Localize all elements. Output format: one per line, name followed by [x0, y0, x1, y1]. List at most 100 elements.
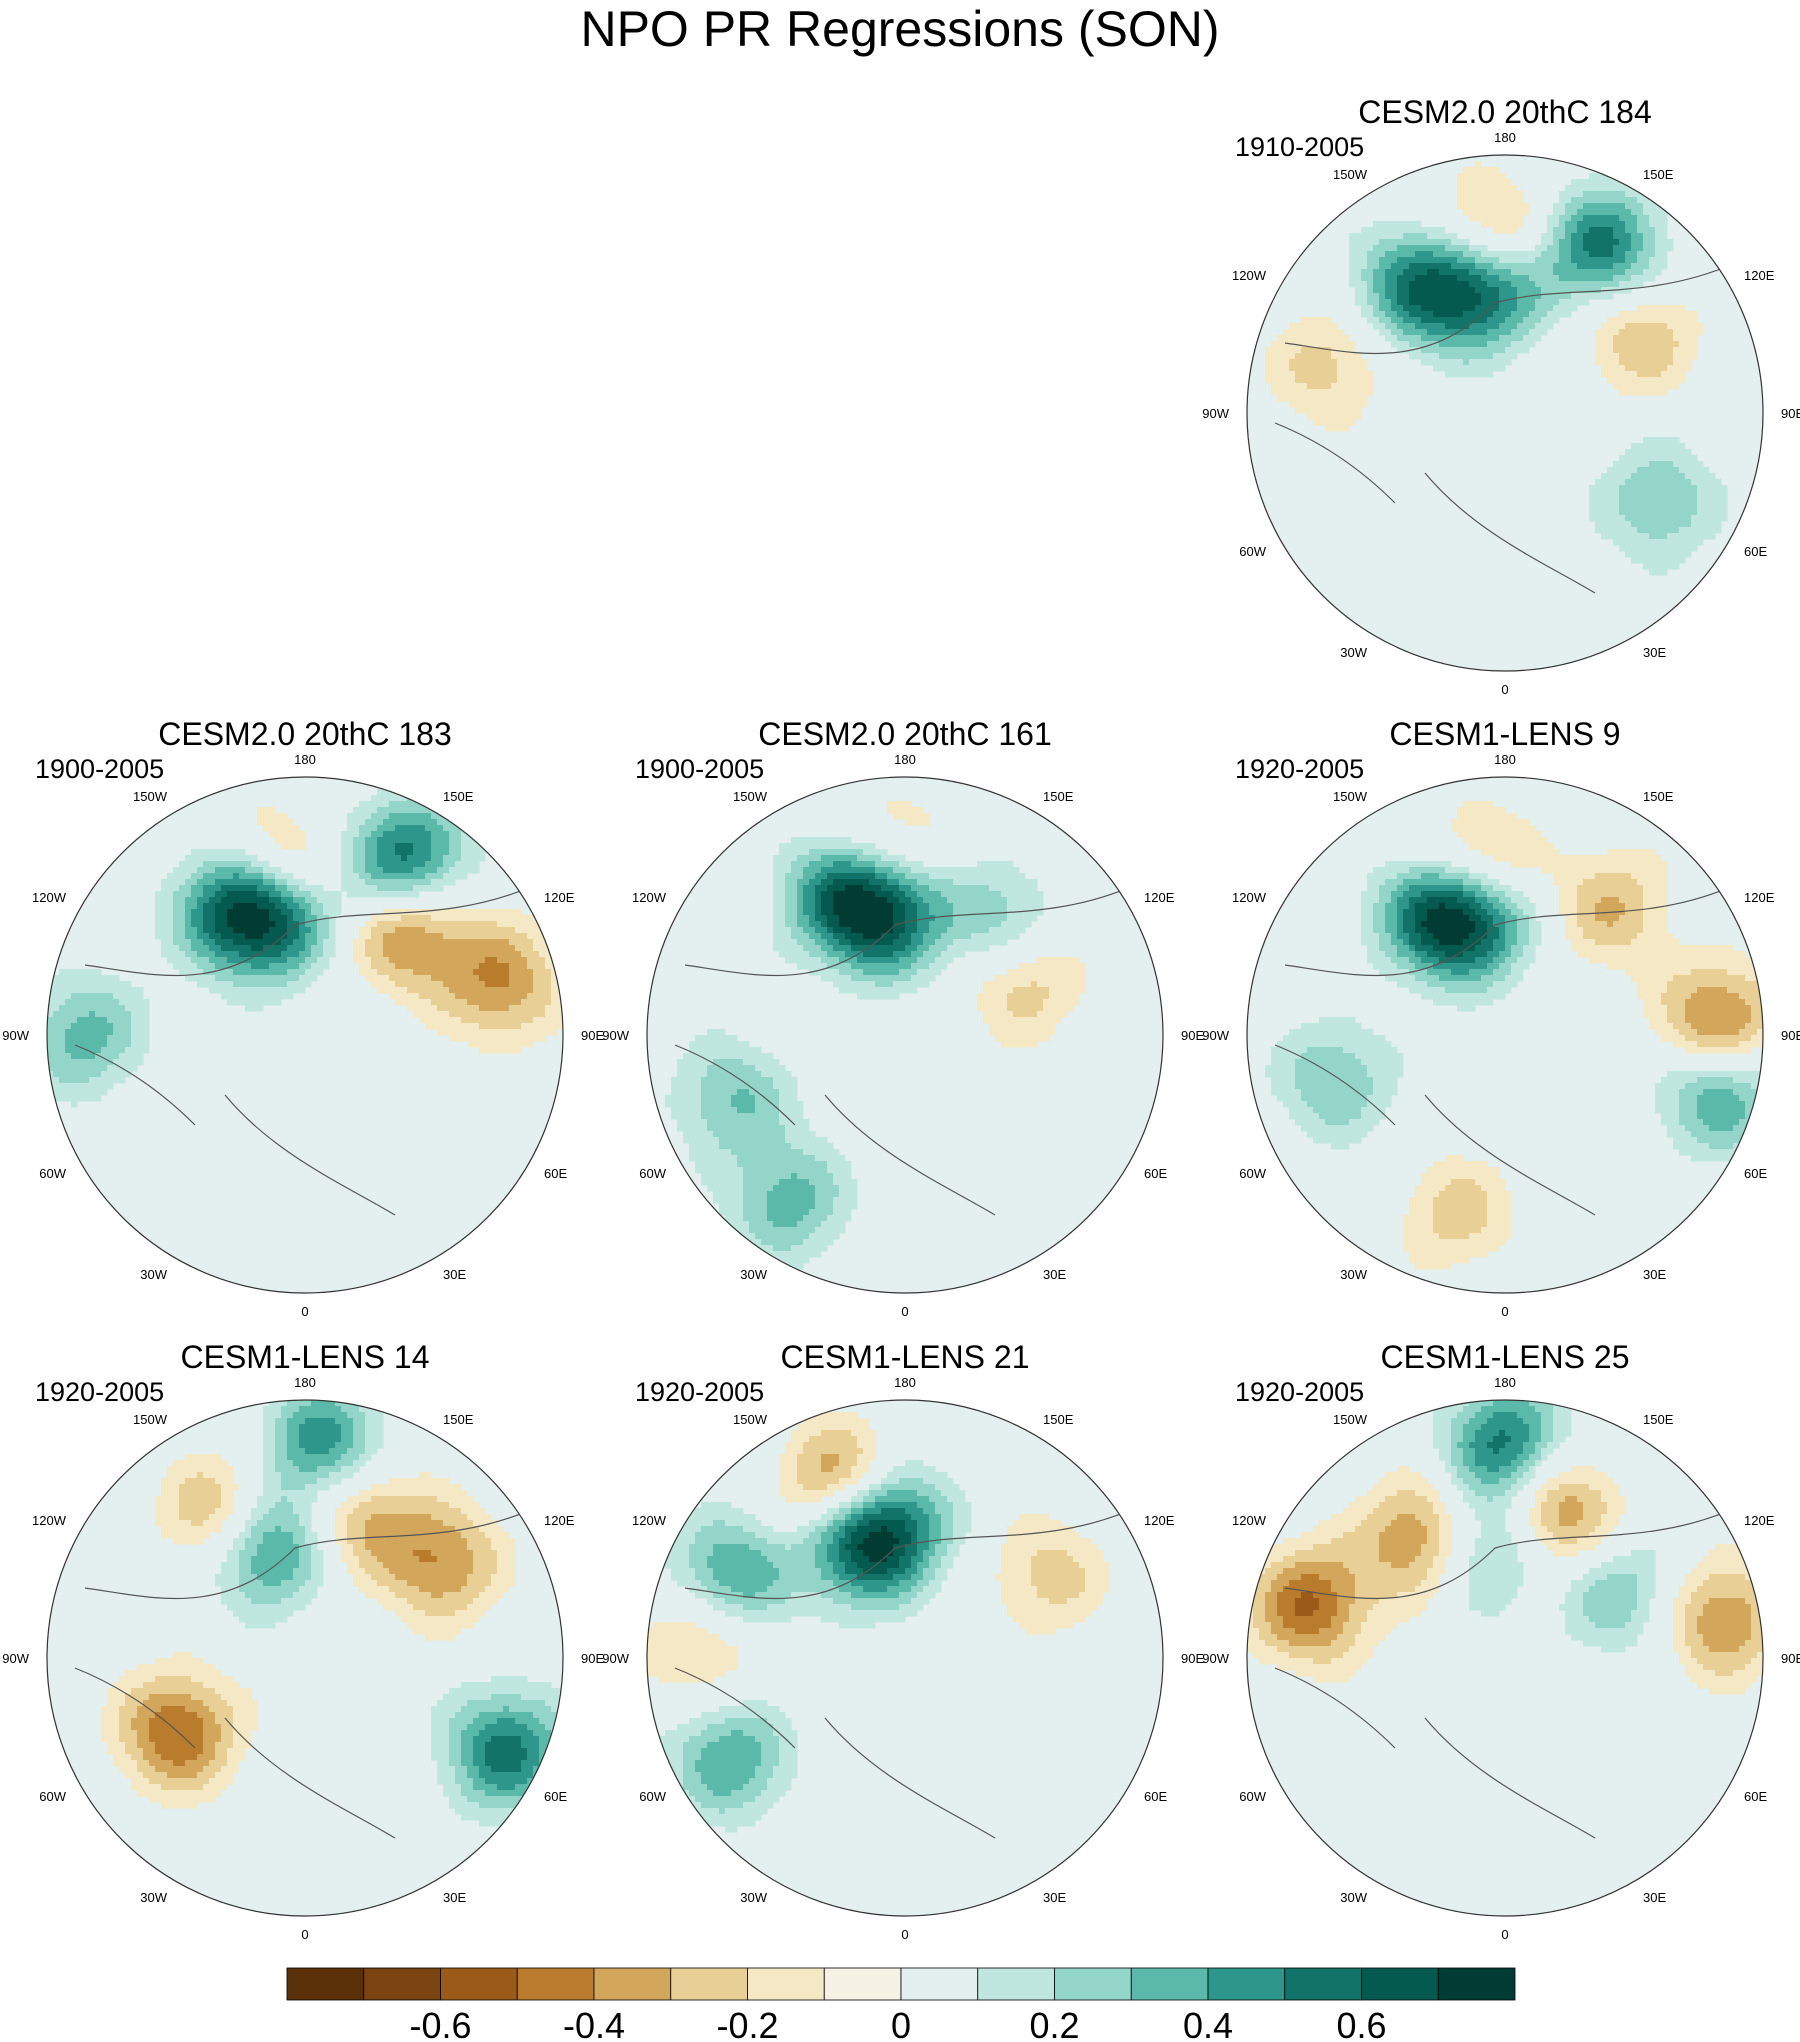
field-cell — [1547, 293, 1554, 300]
field-cell — [827, 849, 834, 856]
field-cell — [371, 813, 378, 820]
field-cell — [1649, 461, 1656, 468]
field-cell — [1649, 521, 1656, 528]
field-cell — [1055, 963, 1062, 970]
field-cell — [1319, 407, 1326, 414]
field-cell — [125, 1005, 132, 1012]
field-cell — [1007, 885, 1014, 892]
field-cell — [431, 957, 438, 964]
field-cell — [815, 861, 822, 868]
field-cell — [173, 873, 180, 880]
field-cell — [1619, 317, 1626, 324]
field-cell — [293, 885, 300, 892]
field-cell — [1601, 497, 1608, 504]
field-cell — [107, 1059, 114, 1066]
field-cell — [1625, 461, 1632, 468]
field-cell — [431, 1011, 438, 1018]
field-cell — [1037, 987, 1044, 994]
field-cell — [491, 993, 498, 1000]
field-cell — [1595, 185, 1602, 192]
field-cell — [431, 975, 438, 982]
field-cell — [1595, 359, 1602, 366]
field-cell — [959, 939, 966, 946]
field-cell — [779, 909, 786, 916]
field-cell — [401, 861, 408, 868]
field-cell — [215, 897, 222, 904]
field-cell — [1601, 509, 1608, 516]
field-cell — [1451, 287, 1458, 294]
field-cell — [845, 915, 852, 922]
field-cell — [851, 921, 858, 928]
field-cell — [113, 1011, 120, 1018]
field-cell — [461, 1011, 468, 1018]
field-cell — [533, 1023, 540, 1030]
field-cell — [371, 843, 378, 850]
field-cell — [1643, 197, 1650, 204]
field-cell — [1295, 359, 1302, 366]
field-cell — [347, 879, 354, 886]
field-cell — [1655, 251, 1662, 258]
field-cell — [1625, 491, 1632, 498]
field-cell — [803, 903, 810, 910]
field-cell — [1655, 323, 1662, 330]
field-cell — [1379, 269, 1386, 276]
field-cell — [317, 891, 324, 898]
field-cell — [341, 837, 348, 844]
field-cell — [1517, 323, 1524, 330]
field-cell — [245, 897, 252, 904]
field-cell — [1547, 269, 1554, 276]
field-cell — [437, 939, 444, 946]
field-cell — [1283, 371, 1290, 378]
field-cell — [59, 1035, 66, 1042]
field-cell — [455, 1023, 462, 1030]
field-cell — [1361, 281, 1368, 288]
field-cell — [1655, 443, 1662, 450]
field-cell — [1475, 293, 1482, 300]
field-cell — [1295, 335, 1302, 342]
field-cell — [1601, 269, 1608, 276]
field-cell — [977, 933, 984, 940]
field-cell — [1523, 323, 1530, 330]
field-cell — [839, 927, 846, 934]
field-cell — [407, 963, 414, 970]
field-cell — [1421, 323, 1428, 330]
field-cell — [479, 915, 486, 922]
field-cell — [1511, 251, 1518, 258]
field-cell — [1013, 981, 1020, 988]
field-cell — [971, 927, 978, 934]
field-cell — [1577, 215, 1584, 222]
field-cell — [827, 903, 834, 910]
field-cell — [1655, 365, 1662, 372]
field-cell — [1289, 359, 1296, 366]
field-cell — [1487, 221, 1494, 228]
field-cell — [1643, 473, 1650, 480]
field-cell — [1283, 377, 1290, 384]
field-cell — [71, 1029, 78, 1036]
field-cell — [395, 855, 402, 862]
field-cell — [233, 951, 240, 958]
field-cell — [1349, 407, 1356, 414]
field-cell — [1301, 359, 1308, 366]
field-cell — [281, 873, 288, 880]
field-cell — [1433, 293, 1440, 300]
field-cell — [539, 1011, 546, 1018]
field-cell — [1427, 353, 1434, 360]
field-cell — [473, 825, 480, 832]
field-cell — [1595, 485, 1602, 492]
field-cell — [227, 915, 234, 922]
field-cell — [1373, 221, 1380, 228]
field-cell — [1379, 317, 1386, 324]
field-cell — [527, 939, 534, 946]
field-cell — [1043, 957, 1050, 964]
field-cell — [1355, 269, 1362, 276]
field-cell — [251, 903, 258, 910]
field-cell — [1679, 359, 1686, 366]
field-cell — [413, 981, 420, 988]
field-cell — [215, 927, 222, 934]
field-cell — [905, 903, 912, 910]
field-cell — [119, 1023, 126, 1030]
field-cell — [791, 933, 798, 940]
field-cell — [431, 819, 438, 826]
field-cell — [353, 867, 360, 874]
field-cell — [1625, 497, 1632, 504]
